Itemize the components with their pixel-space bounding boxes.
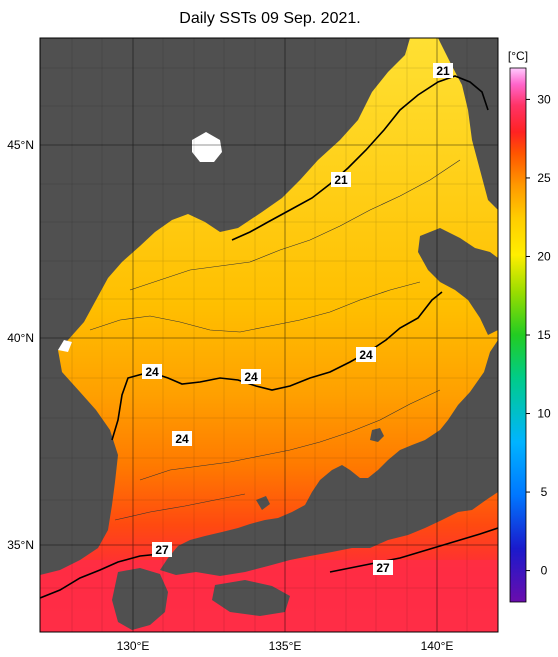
- lon-label: 140°E: [421, 639, 454, 653]
- lon-label: 135°E: [269, 639, 302, 653]
- contour-label: 21: [436, 64, 450, 78]
- colorbar-unit: [°C]: [508, 49, 528, 63]
- lon-label: 130°E: [117, 639, 150, 653]
- contour-label: 24: [145, 365, 159, 379]
- contour-label: 21: [334, 173, 348, 187]
- colorbar-tick-label: 25: [537, 171, 551, 185]
- contour-label-group-3: 24: [142, 364, 162, 379]
- contour-27-line-2: [329, 527, 498, 573]
- grid-lines: [40, 38, 498, 632]
- isotherm-thin-1: [89, 281, 421, 333]
- contour-label-group-5: 24: [356, 347, 376, 362]
- contour-label: 27: [376, 561, 390, 575]
- colorbar-ticks: 0 5 10 15 20 25 30: [526, 92, 551, 578]
- contour-label-group-6: 24: [172, 431, 192, 446]
- no-data-patch: [192, 132, 222, 162]
- contour-24-line: [111, 291, 443, 441]
- contour-label: 24: [359, 348, 373, 362]
- colorbar-tick-label: 15: [537, 328, 551, 342]
- isotherm-thin-3: [139, 389, 441, 481]
- contour-label-group-2: 21: [331, 172, 351, 187]
- colorbar: [509, 67, 527, 603]
- land-shikoku: [212, 580, 290, 616]
- contour-label: 24: [175, 432, 189, 446]
- lat-label: 35°N: [7, 538, 34, 552]
- contour-label: 24: [244, 370, 258, 384]
- colorbar-tick-label: 0: [541, 564, 548, 578]
- colorbar-tick-label: 5: [541, 485, 548, 499]
- colorbar-tick-label: 10: [537, 407, 551, 421]
- isotherm-thin-4: [114, 493, 246, 521]
- isotherm-thin-2: [129, 159, 461, 291]
- contour-label-group-1: 21: [433, 63, 453, 78]
- land-sado: [370, 428, 384, 442]
- contour-label-group-7: 27: [152, 542, 172, 557]
- no-data-patch-2: [58, 340, 72, 352]
- contour-label-group-4: 24: [241, 369, 261, 384]
- colorbar-tick-label: 20: [537, 249, 551, 263]
- land-hokkaido: [418, 228, 498, 335]
- map-frame: [39, 37, 499, 633]
- land-honshu: [160, 340, 498, 576]
- land-asia: [40, 38, 410, 575]
- land-sakhalin: [438, 38, 498, 210]
- contour-21-line: [231, 75, 489, 241]
- land-oki: [256, 496, 270, 510]
- lat-label: 45°N: [7, 138, 34, 152]
- grid-lines-fine: [40, 38, 498, 632]
- contour-label-group-8: 27: [373, 560, 393, 575]
- contour-27-line: [40, 553, 161, 599]
- contour-label: 27: [155, 543, 169, 557]
- map-title: Daily SSTs 09 Sep. 2021.: [179, 10, 361, 27]
- colorbar-tick-label: 30: [537, 92, 551, 106]
- lat-label: 40°N: [7, 331, 34, 345]
- land-kyushu: [112, 568, 168, 630]
